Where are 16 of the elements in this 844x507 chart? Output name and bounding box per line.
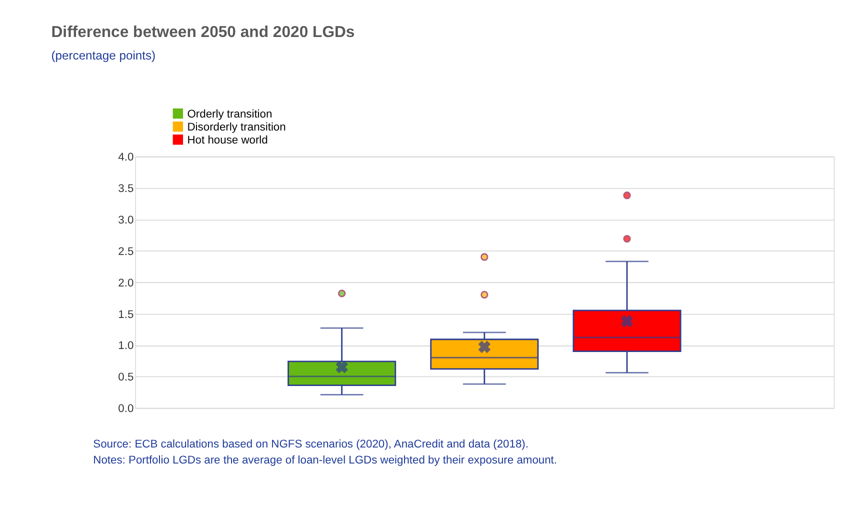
chart-subtitle: (percentage points) [51, 48, 156, 63]
legend-label: Orderly transition [187, 108, 272, 120]
y-tick-label: 2.5 [118, 246, 134, 258]
legend-label: Hot house world [187, 134, 268, 146]
y-tick-label: 0.0 [118, 403, 134, 416]
chart-title: Difference between 2050 and 2020 LGDs [51, 24, 355, 42]
y-tick-label: 1.5 [118, 308, 134, 321]
y-tick-label: 2.0 [118, 277, 134, 290]
legend-label: Disorderly transition [187, 121, 286, 134]
y-tick-label: 0.5 [118, 372, 134, 384]
source-note: Source: ECB calculations based on NGFS scenarios (2020), AnaCredit and data (2018). [93, 438, 528, 451]
y-tick-label: 3.5 [118, 183, 134, 196]
y-tick-label: 3.0 [118, 214, 134, 226]
y-tick-label: 4.0 [118, 152, 134, 164]
y-tick-label: 1.0 [118, 340, 134, 352]
text: Notes: Portfolio LGDs are the average of loan-level LGDs weighted by their exposure amount. [93, 454, 558, 466]
